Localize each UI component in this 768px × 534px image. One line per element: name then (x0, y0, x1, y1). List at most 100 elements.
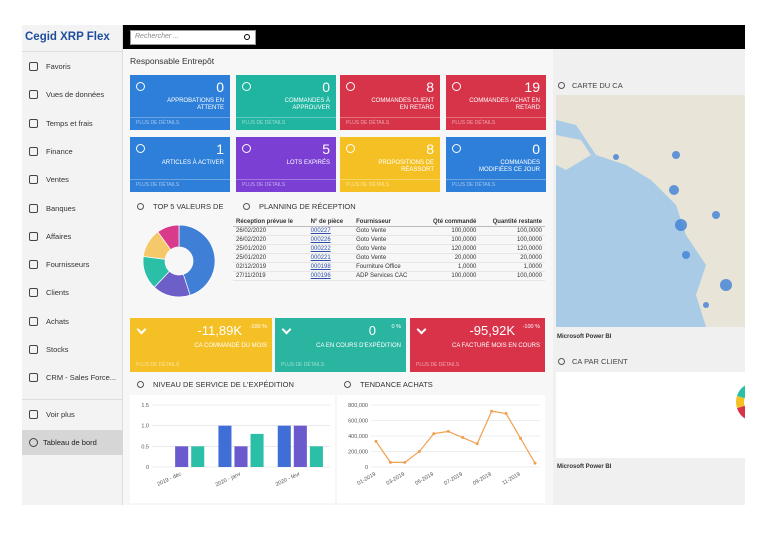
search-placeholder: Rechercher ... (135, 33, 179, 40)
sidebar-icon (29, 438, 38, 447)
table-cell: 26/02/2020 (233, 235, 308, 245)
tile-divider (446, 117, 546, 118)
sidebar-item[interactable]: CRM - Sales Force... (46, 373, 117, 383)
table-cell: ADP Services CAC (353, 271, 421, 281)
sidebar-item[interactable]: Temps et frais (46, 118, 93, 128)
table-cell[interactable]: 000222 (307, 244, 354, 254)
map-bubble (712, 211, 720, 219)
sidebar-item[interactable]: Vues de données (46, 90, 105, 100)
sidebar-active[interactable]: Tableau de bord (22, 430, 123, 455)
tile-link[interactable]: PLUS DE DÉTAILS (242, 182, 286, 188)
refresh-icon (243, 203, 250, 210)
sidebar-item[interactable]: Ventes (46, 175, 69, 185)
table-cell: 100,0000 (479, 235, 545, 245)
table-cell: 25/01/2020 (233, 244, 308, 254)
kpi-link[interactable]: PLUS DE DÉTAILS (281, 362, 325, 368)
map-bubble (613, 154, 619, 160)
line-point (446, 429, 450, 433)
table-cell: 26/02/2020 (233, 226, 308, 236)
sidebar-item[interactable]: Tableau de bord (43, 438, 97, 447)
y-tick-label: 0.5 (141, 444, 149, 450)
table-cell: 20,0000 (479, 253, 545, 263)
table-cell: Goto Vente (353, 226, 421, 236)
y-tick-label: 0 (146, 465, 149, 471)
tile-link[interactable]: PLUS DE DÉTAILS (346, 120, 390, 126)
table-cell: Goto Vente (353, 244, 421, 254)
chart-svg (556, 95, 745, 327)
chart-bg (337, 395, 545, 503)
tile-count: 0 (216, 79, 224, 95)
kpi-link[interactable]: PLUS DE DÉTAILS (136, 362, 180, 368)
map-bubble (675, 219, 687, 231)
sidebar-item[interactable]: Achats (46, 316, 69, 326)
tile-link[interactable]: PLUS DE DÉTAILS (136, 120, 180, 126)
refresh-icon (558, 82, 565, 89)
tile[interactable]: 19 COMMANDES ACHAT EN RETARD PLUS DE DÉTAI… (446, 75, 546, 130)
sidebar-icon (29, 118, 38, 128)
sidebar-item[interactable]: Stocks (46, 345, 69, 354)
tile-icon (136, 144, 145, 153)
table-header: Fournisseur (353, 218, 421, 227)
kpi-tile[interactable]: 0 0 % CA EN COURS D'EXPÉDITION PLUS DE DÉTA… (275, 318, 406, 372)
kpi-change: -100 % (249, 324, 267, 330)
tile[interactable]: 8 COMMANDES CLIENT EN RETARD PLUS DE DÉTAI… (340, 75, 440, 130)
search-icon (244, 34, 250, 40)
table-cell[interactable]: 000196 (307, 271, 354, 281)
table-cell: 02/12/2019 (233, 262, 308, 272)
kpi-tile[interactable]: -95,92K -100 % CA FACTURÉ MOIS EN COURS PLU… (410, 318, 545, 372)
table-cell[interactable]: 000221 (307, 253, 354, 263)
tile[interactable]: 5 LOTS EXPIRÉS PLUS DE DÉTAILS (236, 137, 336, 192)
refresh-icon (558, 358, 565, 365)
kpi-change: 0 % (391, 324, 401, 330)
kpi-link[interactable]: PLUS DE DÉTAILS (416, 362, 460, 368)
kpi-value: 0 (368, 323, 376, 338)
table-cell[interactable]: 000226 (307, 235, 354, 245)
sidebar-item[interactable]: Affaires (46, 231, 72, 241)
map-land (556, 95, 745, 327)
panel-title: PLANNING DE RÉCEPTION (259, 202, 356, 211)
tile-count: 1 (216, 141, 224, 157)
table-cell: 27/11/2019 (233, 271, 308, 281)
tile[interactable]: 1 ARTICLES À ACTIVER PLUS DE DÉTAILS (130, 137, 230, 192)
sidebar-icon (29, 146, 38, 156)
sidebar-item[interactable]: Banques (46, 203, 76, 213)
sidebar-item[interactable]: Voir plus (46, 410, 75, 419)
table-cell: 100,0000 (479, 271, 545, 281)
tile[interactable]: 8 PROPOSITIONS DE RÉASSORT PLUS DE DÉTAILS (340, 137, 440, 192)
tile-link[interactable]: PLUS DE DÉTAILS (136, 182, 180, 188)
tile-link[interactable]: PLUS DE DÉTAILS (452, 120, 496, 126)
line-point (388, 460, 392, 464)
sidebar-item[interactable]: Favoris (46, 62, 71, 71)
table-row: 26/02/2020 000226 Goto Vente 100,0000 100,00… (233, 235, 545, 245)
tile[interactable]: 0 COMMANDES À APPROUVER PLUS DE DÉTAILS (236, 75, 336, 130)
tile-label: APPROBATIONS EN ATTENTE (167, 98, 224, 111)
table-cell: 25/01/2020 (233, 253, 308, 263)
sidebar-item[interactable]: Finance (46, 146, 73, 156)
sidebar-item[interactable]: Fournisseurs (46, 260, 90, 270)
table-row: 26/02/2020 000227 Goto Vente 100,0000 100,00… (233, 226, 545, 236)
tile[interactable]: 0 APPROBATIONS EN ATTENTE PLUS DE DÉTAILS (130, 75, 230, 130)
tile-link[interactable]: PLUS DE DÉTAILS (452, 182, 496, 188)
table-cell: Goto Vente (353, 235, 421, 245)
y-tick-label: 1.0 (141, 424, 149, 430)
tile-link[interactable]: PLUS DE DÉTAILS (346, 182, 390, 188)
tile-count: 8 (426, 141, 434, 157)
panel-title: CA PAR CLIENT (572, 357, 628, 366)
table-cell[interactable]: 000198 (307, 262, 354, 272)
table-row: 27/11/2019 000196 ADP Services CAC 100,0000… (233, 271, 545, 281)
sidebar-icon (29, 260, 38, 270)
table-cell[interactable]: 000227 (307, 226, 354, 236)
pie-slice (178, 224, 216, 296)
tile-link[interactable]: PLUS DE DÉTAILS (242, 120, 286, 126)
kpi-tile[interactable]: -11,89K -100 % CA COMMANDÉ DU MOIS PLUS DE … (130, 318, 272, 372)
chart-svg (142, 224, 216, 298)
tile[interactable]: 0 COMMANDES MODIFIÉES CE JOUR PLUS DE DÉTA… (446, 137, 546, 192)
sidebar-divider (22, 399, 123, 400)
bar (234, 446, 248, 467)
sidebar-item[interactable]: Clients (46, 288, 69, 298)
tile-icon (346, 144, 355, 153)
search-box[interactable]: Rechercher ... (130, 30, 256, 45)
table-header: Qté commandé (420, 218, 480, 227)
tile-label: ARTICLES À ACTIVER (161, 160, 224, 166)
table-cell: 1,0000 (420, 262, 480, 272)
